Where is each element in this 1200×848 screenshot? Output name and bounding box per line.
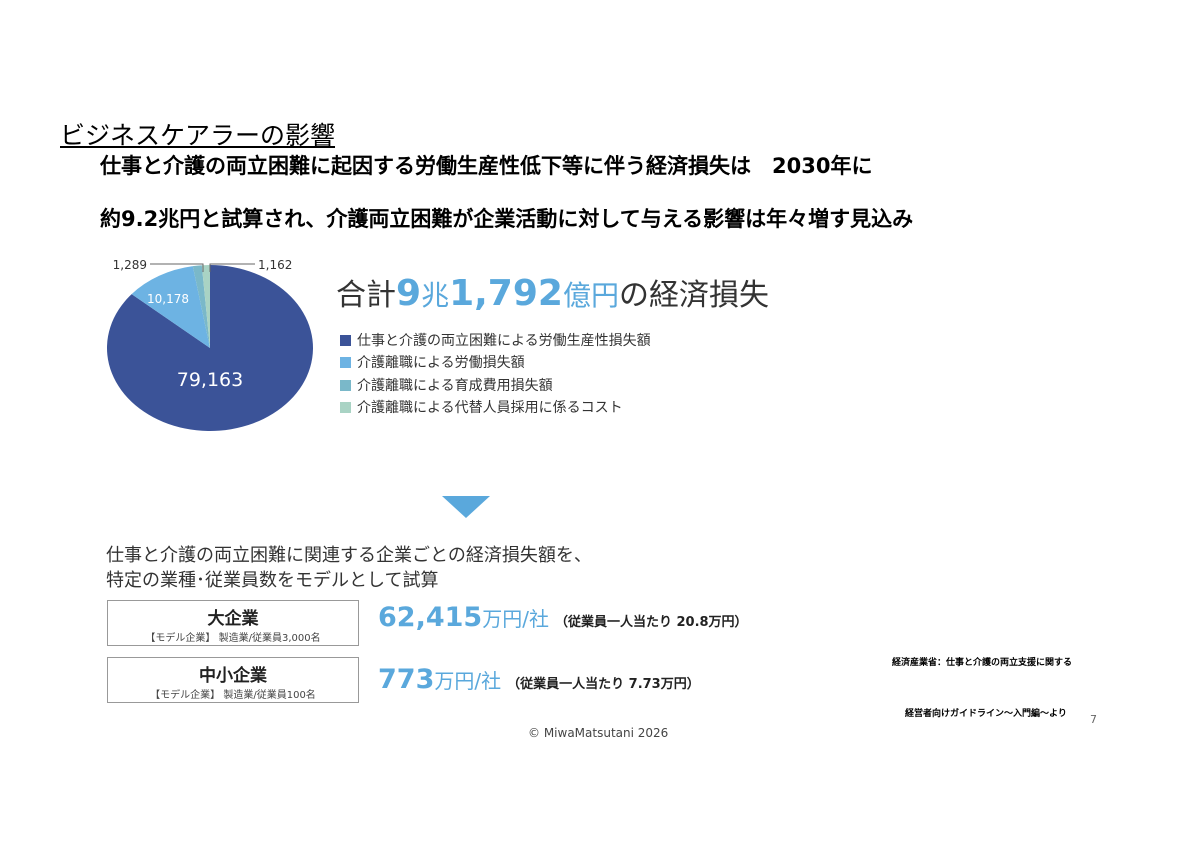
- model-desc: 【モデル企業】 製造業/従業員100名: [150, 690, 316, 701]
- headline-line1: 仕事と介護の両立困難に起因する労働生産性低下等に伴う経済損失は 2030年に: [100, 154, 873, 178]
- leader-line-1289: [150, 263, 204, 272]
- amount-unit: 万円/社: [434, 669, 502, 693]
- total-unit1: 兆: [421, 279, 450, 312]
- legend-label: 介護離職による代替人員採用に係るコスト: [357, 400, 623, 416]
- pie-slice-4: [201, 265, 210, 348]
- legend-label: 介護離職による労働損失額: [357, 355, 525, 371]
- model-title: 中小企業: [199, 666, 267, 686]
- copyright: © MiwaMatsutani 2026: [528, 726, 669, 740]
- pie-slice-2: [131, 266, 210, 348]
- page-number: 7: [1090, 713, 1097, 726]
- model-amount-sme: 773万円/社 （従業員一人当たり 7.73万円）: [378, 664, 700, 695]
- sub-line1: 仕事と介護の両立困難に関連する企業ごとの経済損失額を、: [106, 545, 592, 566]
- amount-value: 773: [378, 664, 435, 695]
- source-line2: 経営者向けガイドライン～入門編～より: [905, 709, 1067, 719]
- model-box-sme: 中小企業 【モデル企業】 製造業/従業員100名: [107, 657, 359, 703]
- sub-line2: 特定の業種･従業員数をモデルとして試算: [106, 570, 439, 591]
- total-num1: 9: [396, 273, 422, 314]
- source-line1: 経済産業省：仕事と介護の両立支援に関する: [892, 658, 1073, 668]
- amount-per-employee: （従業員一人当たり 7.73万円）: [507, 677, 700, 692]
- leader-line-1162: [209, 263, 255, 272]
- pie-label-79163: 79,163: [177, 369, 243, 391]
- headline-line2: 約9.2兆円と試算され、介護両立困難が企業活動に対して与える影響は年々増す見込み: [100, 207, 914, 231]
- legend-swatch: [340, 401, 351, 413]
- legend-item-3: 介護離職による育成費用損失額: [340, 375, 553, 395]
- legend-label: 介護離職による育成費用損失額: [357, 378, 553, 394]
- model-box-large: 大企業 【モデル企業】 製造業/従業員3,000名: [107, 600, 359, 646]
- total-loss-heading: 合計9兆1,792億円の経済損失: [336, 270, 769, 314]
- amount-unit: 万円/社: [482, 607, 549, 631]
- model-amount-large: 62,415万円/社 （従業員一人当たり 20.8万円）: [378, 602, 748, 633]
- legend-swatch: [340, 356, 351, 368]
- down-arrow-icon: [442, 496, 490, 518]
- legend-swatch: [340, 334, 351, 346]
- legend-swatch: [340, 379, 351, 391]
- pie-label-1289: 1,289: [113, 258, 147, 272]
- pie-label-1162: 1,162: [258, 258, 292, 272]
- pie-label-10178: 10,178: [147, 292, 189, 306]
- pie-chart: 79,163 10,178 1,289 1,162: [106, 258, 313, 431]
- total-num2: 1,792: [449, 273, 563, 314]
- legend-item-4: 介護離職による代替人員採用に係るコスト: [340, 397, 623, 417]
- amount-value: 62,415: [378, 602, 483, 633]
- total-suffix: の経済損失: [618, 278, 769, 313]
- total-prefix: 合計: [336, 278, 396, 313]
- legend-label: 仕事と介護の両立困難による労働生産性損失額: [357, 333, 651, 349]
- model-title: 大企業: [207, 609, 259, 629]
- legend-item-2: 介護離職による労働損失額: [340, 352, 525, 372]
- model-desc: 【モデル企業】 製造業/従業員3,000名: [145, 633, 321, 644]
- total-unit2: 億円: [562, 279, 619, 312]
- section-title: ビジネスケアラーの影響: [60, 121, 336, 150]
- amount-per-employee: （従業員一人当たり 20.8万円）: [554, 615, 748, 630]
- legend-item-1: 仕事と介護の両立困難による労働生産性損失額: [340, 330, 651, 350]
- pie-slice-3: [192, 265, 210, 348]
